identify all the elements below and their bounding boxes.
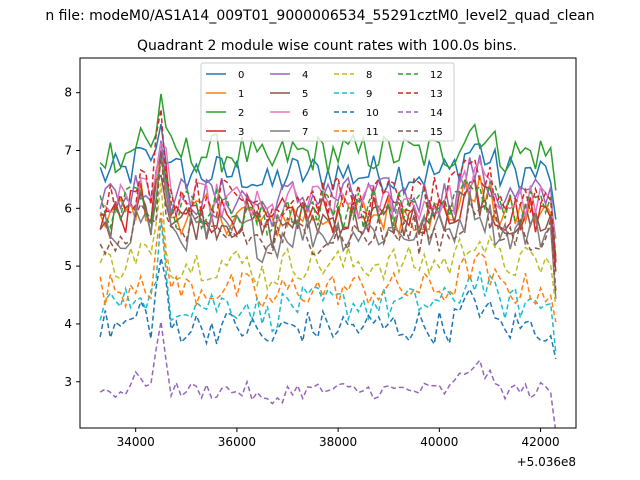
figure-suptitle: n file: modeM0/AS1A14_009T01_9000006534_… xyxy=(45,8,594,24)
x-offset-label: +5.036e8 xyxy=(517,455,576,469)
legend-label-9: 9 xyxy=(366,89,372,100)
plot-frame xyxy=(79,57,577,429)
series-line-10 xyxy=(99,257,557,359)
x-tick-label: 38000 xyxy=(319,435,357,449)
series-line-13 xyxy=(100,108,557,263)
series-line-4 xyxy=(99,140,557,262)
legend-label-13: 13 xyxy=(430,89,443,100)
x-tick-label: 40000 xyxy=(420,435,458,449)
legend-label-0: 0 xyxy=(238,70,244,81)
legend-label-3: 3 xyxy=(238,127,244,138)
x-tick-label: 36000 xyxy=(218,435,256,449)
chart-title: Quadrant 2 module wise count rates with … xyxy=(137,38,517,54)
series-layer xyxy=(99,93,557,428)
series-line-11 xyxy=(99,212,557,323)
legend-label-7: 7 xyxy=(302,127,308,138)
x-axis: 34000 36000 38000 40000 42000 xyxy=(117,428,560,449)
legend-label-10: 10 xyxy=(366,108,379,119)
legend-label-12: 12 xyxy=(430,70,443,81)
legend-label-14: 14 xyxy=(430,108,443,119)
legend-label-2: 2 xyxy=(238,108,244,119)
series-line-12 xyxy=(99,158,557,257)
legend-label-1: 1 xyxy=(238,89,244,100)
series-line-7 xyxy=(99,153,557,299)
y-tick-label: 5 xyxy=(64,259,72,273)
legend-label-15: 15 xyxy=(430,127,443,138)
legend-label-4: 4 xyxy=(302,70,308,81)
legend-label-5: 5 xyxy=(302,89,308,100)
series-line-2 xyxy=(99,93,557,191)
legend-label-8: 8 xyxy=(366,70,372,81)
series-line-15 xyxy=(99,151,557,292)
legend-label-6: 6 xyxy=(302,108,308,119)
legend-label-11: 11 xyxy=(366,127,379,138)
series-line-8 xyxy=(99,183,557,306)
y-tick-label: 8 xyxy=(64,86,72,100)
legend-box xyxy=(200,62,455,142)
series-line-9 xyxy=(99,218,557,353)
y-tick-label: 3 xyxy=(64,375,72,389)
y-tick-label: 7 xyxy=(64,144,72,158)
y-axis: 3 4 5 6 7 8 xyxy=(64,86,80,389)
series-line-14 xyxy=(99,321,557,428)
y-tick-label: 6 xyxy=(64,201,72,215)
x-tick-label: 34000 xyxy=(117,435,155,449)
series-line-5 xyxy=(99,174,557,261)
x-tick-label: 42000 xyxy=(521,435,559,449)
y-tick-label: 4 xyxy=(64,317,72,331)
